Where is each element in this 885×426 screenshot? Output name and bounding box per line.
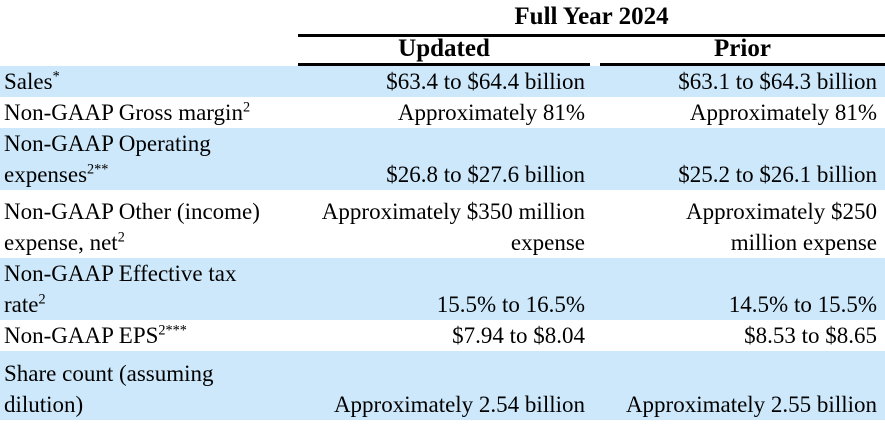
cell-prior: Approximately 2.55 billion <box>625 392 877 417</box>
row-sales: Sales* $63.4 to $64.4 billion $63.1 to $… <box>0 66 885 97</box>
row-label-text: Sales <box>4 69 53 94</box>
header-group-row: Full Year 2024 <box>0 0 885 37</box>
cell-updated: Approximately $350 million expense <box>321 199 585 255</box>
row-label-superscript: 2 <box>242 99 251 116</box>
cell-updated: $7.94 to $8.04 <box>452 323 585 348</box>
row-label: Non-GAAP Gross margin2 <box>0 97 298 128</box>
row-label-text: Non-GAAP Effective tax rate <box>4 261 237 317</box>
row-label-superscript: 2 <box>117 229 125 246</box>
row-label: Non-GAAP EPS2*** <box>0 320 298 351</box>
col-header-prior: Prior <box>600 36 885 66</box>
row-effective-tax-rate: Non-GAAP Effective tax rate2 15.5% to 16… <box>0 258 885 320</box>
row-label: Non-GAAP Other (income) expense, net2 <box>0 196 298 258</box>
row-operating-expenses: Non-GAAP Operating expenses2** $26.8 to … <box>0 128 885 190</box>
row-label: Sales* <box>0 66 298 97</box>
row-label: Non-GAAP Effective tax rate2 <box>0 258 298 320</box>
header-columns-row: Updated Prior <box>0 36 885 66</box>
cell-updated: Approximately 81% <box>397 100 585 125</box>
col-group-header: Full Year 2024 <box>298 0 885 37</box>
header-spacer <box>0 0 298 37</box>
cell-prior: 14.5% to 15.5% <box>728 292 877 317</box>
row-label-text: Non-GAAP Gross margin <box>4 100 243 125</box>
col-header-updated: Updated <box>298 36 590 66</box>
row-label: Share count (assuming dilution) <box>0 358 298 420</box>
cell-updated: $63.4 to $64.4 billion <box>386 69 585 94</box>
cell-updated: 15.5% to 16.5% <box>436 292 585 317</box>
row-label-superscript: 2 <box>38 291 46 308</box>
row-label-text: Non-GAAP Other (income) expense, net <box>4 199 260 255</box>
cell-prior: Approximately 81% <box>689 100 877 125</box>
header-spacer <box>0 37 298 66</box>
row-label-superscript: * <box>52 68 60 85</box>
row-label-text: Non-GAAP Operating expenses <box>4 131 211 187</box>
column-gap <box>590 37 600 66</box>
cell-prior: $25.2 to $26.1 billion <box>678 162 877 187</box>
row-gross-margin: Non-GAAP Gross margin2 Approximately 81%… <box>0 97 885 128</box>
cell-updated: Approximately 2.54 billion <box>333 392 585 417</box>
row-share-count: Share count (assuming dilution) Approxim… <box>0 351 885 420</box>
row-eps: Non-GAAP EPS2*** $7.94 to $8.04 $8.53 to… <box>0 320 885 351</box>
row-label-superscript: 2*** <box>158 322 187 339</box>
row-other-income-expense: Non-GAAP Other (income) expense, net2 Ap… <box>0 190 885 258</box>
row-label: Non-GAAP Operating expenses2** <box>0 128 298 190</box>
cell-updated: $26.8 to $27.6 billion <box>386 162 585 187</box>
cell-prior: $8.53 to $8.65 <box>744 323 877 348</box>
cell-prior: Approximately $250 million expense <box>686 199 877 255</box>
row-label-text: Non-GAAP EPS <box>4 323 159 348</box>
row-label-superscript: 2** <box>87 161 109 178</box>
row-label-text: Share count (assuming dilution) <box>4 361 214 417</box>
cell-prior: $63.1 to $64.3 billion <box>678 69 877 94</box>
